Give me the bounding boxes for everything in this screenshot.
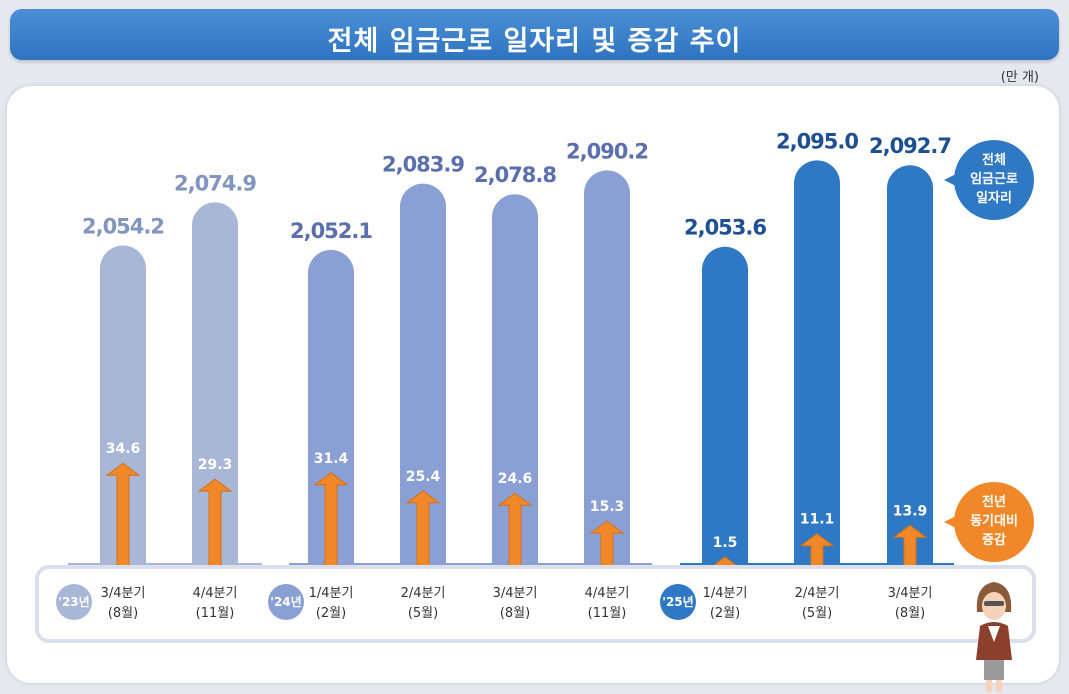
increase-arrow (313, 472, 349, 568)
bar (702, 246, 748, 567)
bar (400, 183, 446, 567)
increase-arrow (892, 524, 928, 568)
leg (986, 680, 992, 692)
increase-arrow (799, 533, 835, 568)
legend-change-bubble (954, 482, 1034, 562)
month-label: (11월) (588, 606, 627, 621)
increase-arrow (197, 478, 233, 568)
increase-value-label: 31.4 (314, 451, 349, 467)
chart-title: 전체 임금근로 일자리 및 증감 추이 (327, 26, 742, 57)
increase-value-label: 25.4 (406, 469, 441, 485)
year-badge (56, 584, 92, 620)
increase-arrow (589, 520, 625, 568)
bar (887, 165, 933, 567)
increase-arrow (405, 490, 441, 568)
bar-value-label: 2,083.9 (382, 153, 464, 177)
quarter-label: 1/4분기 (309, 586, 354, 601)
category-box (35, 565, 1036, 643)
bar (308, 249, 354, 567)
month-label: (8월) (895, 606, 925, 621)
glasses (984, 601, 1004, 606)
month-label: (2월) (710, 606, 740, 621)
legend-total-label: 일자리 (976, 190, 1012, 206)
year-badge-label: '23년 (58, 595, 89, 609)
month-label: (8월) (108, 606, 138, 621)
legend-total-pointer (944, 174, 956, 186)
quarter-label: 4/4분기 (585, 586, 630, 601)
quarter-label: 3/4분기 (888, 586, 933, 601)
quarter-label: 2/4분기 (401, 586, 446, 601)
legend-change-label: 전년 (982, 494, 1006, 510)
year-badge-label: '24년 (270, 595, 301, 609)
increase-arrow (497, 492, 533, 568)
legend-total-label: 전체 (982, 152, 1006, 168)
increase-value-label: 15.3 (590, 499, 625, 515)
legend-total-label: 임금근로 (970, 172, 1018, 187)
increase-value-label: 29.3 (198, 457, 233, 473)
bar (100, 245, 146, 567)
legend-total-bubble (954, 140, 1034, 220)
bar-value-label: 2,095.0 (776, 129, 858, 153)
month-label: (8월) (500, 606, 530, 621)
quarter-label: 3/4분기 (493, 586, 538, 601)
bar (584, 170, 630, 568)
bar-value-label: 2,092.7 (869, 134, 951, 158)
increase-value-label: 24.6 (498, 471, 533, 487)
legend-change-label: 증감 (982, 533, 1006, 548)
bar-value-label: 2,053.6 (684, 216, 766, 240)
unit-label: (만 개) (1000, 70, 1039, 85)
year-badge (268, 584, 304, 620)
increase-value-label: 34.6 (106, 441, 141, 457)
quarter-label: 4/4분기 (193, 586, 238, 601)
quarter-label: 2/4분기 (795, 586, 840, 601)
increase-value-label: 11.1 (800, 512, 835, 528)
month-label: (5월) (408, 606, 438, 621)
presenter-figure (976, 582, 1012, 692)
bar-value-label: 2,052.1 (290, 219, 372, 243)
increase-arrow (105, 462, 141, 568)
month-label: (11월) (196, 606, 235, 621)
collar (988, 626, 1000, 642)
bar-value-label: 2,074.9 (174, 171, 256, 195)
quarter-label: 3/4분기 (101, 586, 146, 601)
increase-value-label: 1.5 (713, 535, 738, 551)
title-bar: 전체 임금근로 일자리 및 증감 추이 (10, 9, 1059, 60)
skirt (984, 660, 1004, 680)
month-label: (5월) (802, 606, 832, 621)
bar-value-label: 2,078.8 (474, 163, 556, 187)
bar-value-label: 2,090.2 (566, 139, 648, 163)
bar-value-label: 2,054.2 (82, 214, 164, 238)
leg (996, 680, 1002, 692)
legend-change-label: 동기대비 (970, 514, 1018, 529)
year-badge-label: '25년 (662, 595, 693, 609)
year-badge (660, 584, 696, 620)
bar (492, 194, 538, 567)
bar (794, 160, 840, 568)
increase-value-label: 13.9 (893, 503, 928, 519)
month-label: (2월) (316, 606, 346, 621)
legend-change-pointer (944, 516, 956, 528)
quarter-label: 1/4분기 (703, 586, 748, 601)
bar (192, 202, 238, 567)
